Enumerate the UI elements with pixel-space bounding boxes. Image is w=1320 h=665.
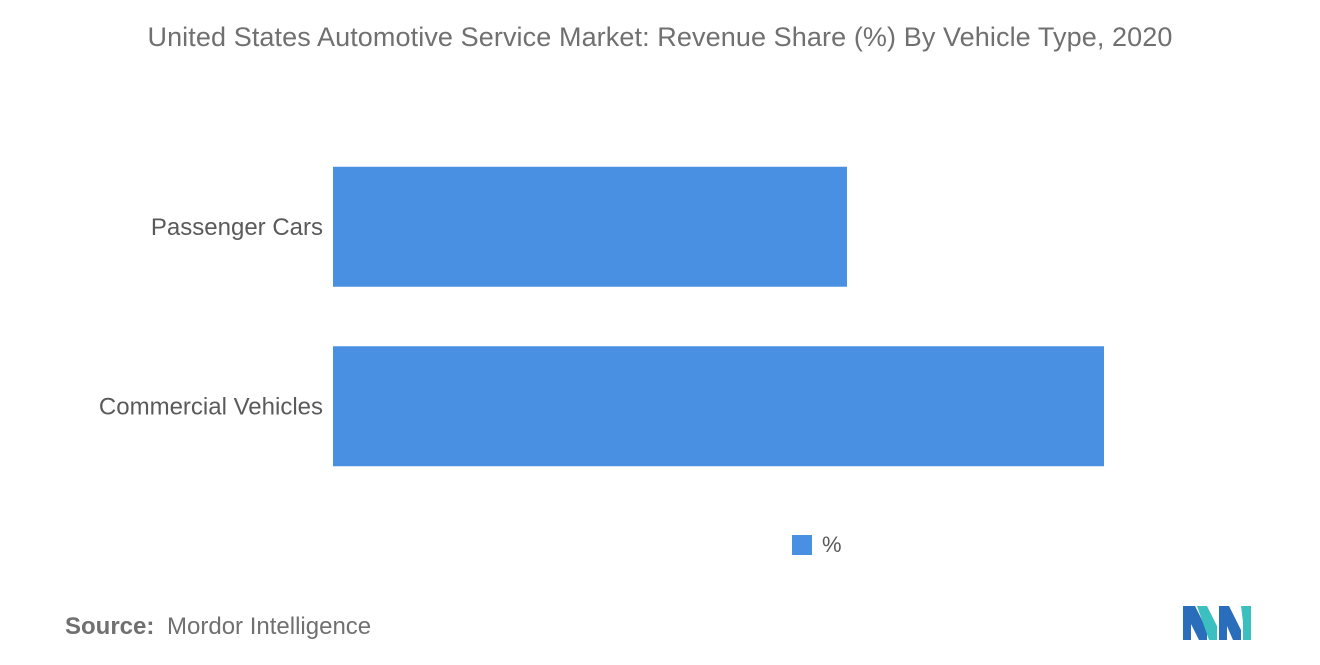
mordor-intelligence-logo-icon [1183,606,1251,640]
legend: % [792,532,842,558]
category-label: Commercial Vehicles [99,393,323,420]
legend-label: % [822,532,842,557]
chart-title: United States Automotive Service Market:… [147,22,1173,52]
category-label: Passenger Cars [151,214,323,241]
legend-swatch [792,535,812,555]
source-value: Mordor Intelligence [167,613,372,640]
bar-commercial-vehicles [333,346,1104,467]
bars-group [333,166,1104,467]
bar-passenger-cars [333,166,847,287]
source-label: Source: [65,613,155,640]
category-labels-group: Passenger Cars Commercial Vehicles [99,214,323,421]
source-note: Source: Mordor Intelligence [65,613,371,641]
